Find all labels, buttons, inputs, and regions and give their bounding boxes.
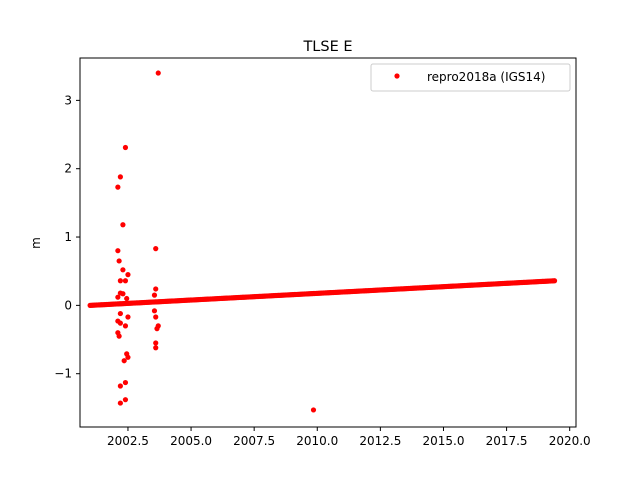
outlier-point [117, 383, 123, 389]
outlier-point [117, 174, 123, 180]
outlier-point [117, 310, 123, 317]
outlier-point [124, 295, 130, 302]
outlier-point [310, 407, 317, 413]
outlier-point [116, 333, 122, 339]
y-axis-label: m [29, 237, 43, 249]
x-tick-label: 2020.0 [549, 434, 591, 448]
outlier-point [120, 222, 126, 228]
legend-marker [394, 73, 400, 79]
outlier-point [153, 246, 159, 252]
data-points [87, 70, 558, 413]
outlier-point [154, 326, 160, 332]
outlier-point [122, 144, 129, 151]
outlier-point [151, 308, 158, 314]
chart-title: TLSE E [302, 39, 352, 55]
outlier-point [125, 314, 131, 320]
outlier-point [122, 323, 129, 329]
outlier-point [155, 70, 161, 76]
y-tick-label: −1 [54, 367, 72, 381]
x-axis-ticks: 2002.5 2005.0 2007.5 2010.0 2012.5 2015.0 2017… [107, 427, 591, 448]
outlier-point [153, 345, 159, 351]
outlier-point [115, 184, 121, 190]
y-tick-label: 0 [64, 298, 72, 312]
plot-frame [79, 57, 577, 428]
outlier-point [125, 354, 131, 360]
x-tick-label: 2005.0 [170, 434, 212, 448]
outlier-point [115, 294, 121, 300]
outlier-point [120, 291, 126, 297]
outlier-point [116, 258, 122, 264]
y-axis-ticks: −1 0 1 2 3 [54, 93, 80, 381]
x-tick-label: 2010.0 [296, 434, 338, 448]
outlier-point [120, 267, 126, 273]
x-tick-label: 2015.0 [422, 434, 464, 448]
outlier-point [115, 248, 121, 254]
outlier-point [117, 278, 123, 284]
outlier-point [153, 340, 159, 346]
x-tick-label: 2012.5 [359, 434, 401, 448]
legend: repro2018a (IGS14) [370, 63, 571, 92]
outlier-point [125, 272, 131, 278]
outlier-point [153, 314, 159, 320]
outlier-point [122, 397, 129, 403]
y-tick-label: 1 [64, 230, 72, 244]
y-tick-label: 3 [64, 93, 72, 107]
legend-label-repro2018a: repro2018a (IGS14) [427, 70, 545, 84]
trend-point [551, 278, 558, 284]
outlier-point [117, 400, 123, 406]
legend-box [370, 63, 571, 92]
outlier-point [153, 286, 159, 292]
outlier-point [122, 278, 129, 284]
outlier-point [117, 320, 123, 326]
x-tick-label: 2007.5 [233, 434, 275, 448]
x-tick-label: 2002.5 [107, 434, 149, 448]
outlier-point [151, 292, 158, 298]
x-tick-label: 2017.5 [486, 434, 528, 448]
y-tick-label: 2 [64, 162, 72, 176]
outlier-point [122, 379, 129, 386]
outlier-point [121, 358, 127, 364]
